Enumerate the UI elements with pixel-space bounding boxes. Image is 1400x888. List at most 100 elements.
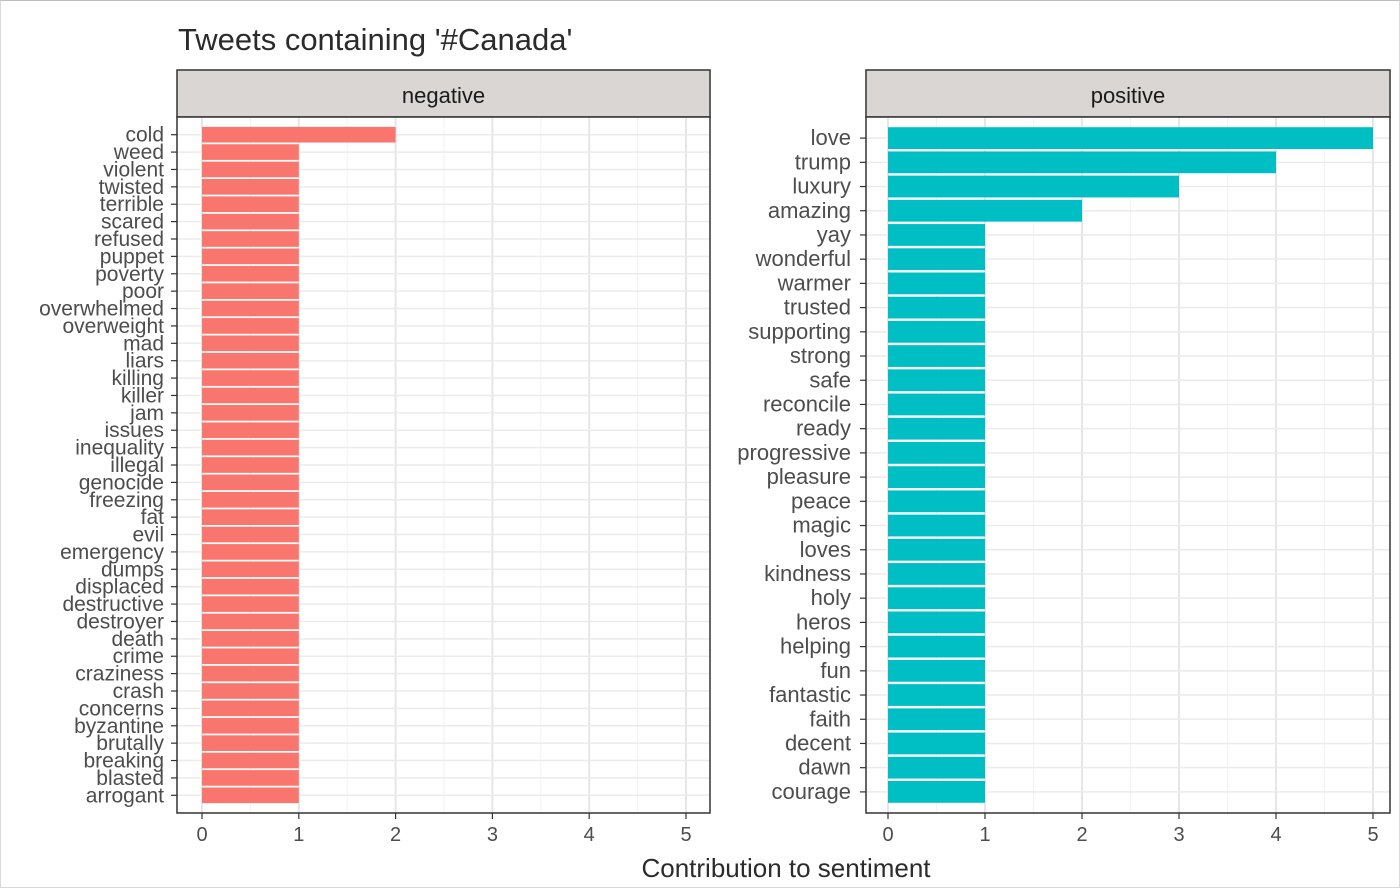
bar: [888, 708, 985, 731]
bar: [888, 199, 1082, 222]
bar: [202, 179, 299, 195]
category-label: heros: [796, 609, 851, 634]
bar: [888, 345, 985, 367]
bar: [888, 514, 985, 537]
bar: [202, 213, 299, 230]
bar: [202, 561, 299, 578]
category-label: puppet: [100, 245, 164, 268]
category-label: evil: [132, 524, 164, 547]
bar: [888, 659, 985, 682]
category-label: magic: [792, 513, 851, 538]
category-label: poverty: [95, 263, 164, 286]
category-label: yay: [817, 222, 851, 247]
x-tick-label: 4: [1270, 824, 1281, 846]
category-label: overweight: [62, 315, 164, 338]
category-label: terrible: [100, 193, 164, 216]
x-axis-label: Contribution to sentiment: [641, 853, 931, 883]
category-label: illegal: [110, 454, 164, 477]
x-tick-label: 2: [390, 824, 401, 846]
bar: [202, 474, 299, 491]
category-label: crime: [113, 645, 164, 668]
bar: [202, 683, 299, 699]
category-label: issues: [104, 419, 164, 442]
category-label: fun: [820, 658, 851, 683]
x-tick-label: 4: [584, 824, 595, 846]
category-label: liars: [125, 350, 164, 373]
facet-negative: negative coldweedviolenttwistedterriblesc…: [39, 69, 711, 846]
category-label: craziness: [75, 663, 164, 686]
category-label: killing: [111, 367, 164, 390]
category-label: emergency: [60, 541, 164, 564]
bar: [202, 700, 299, 717]
bar: [202, 335, 299, 352]
category-label: violent: [103, 158, 164, 181]
bar: [202, 526, 299, 543]
facet-positive: positive lovetrumpluxuryamazingyaywonderf…: [737, 69, 1391, 846]
category-label: pleasure: [767, 464, 851, 489]
bar: [888, 441, 985, 464]
bar: [202, 491, 299, 508]
category-label: wonderful: [755, 246, 851, 271]
category-label: twisted: [99, 176, 164, 199]
bar: [888, 611, 985, 634]
bar: [202, 665, 299, 682]
x-tick-label: 3: [487, 824, 498, 846]
category-label: kindness: [764, 561, 851, 586]
bar: [202, 717, 299, 734]
bar: [202, 457, 299, 473]
facet-panels: negative coldweedviolenttwistedterriblesc…: [39, 69, 1391, 846]
bar: [202, 161, 299, 178]
category-label: destructive: [62, 593, 164, 616]
bar: [202, 578, 299, 595]
bar: [888, 151, 1276, 174]
category-label: fantastic: [769, 682, 851, 707]
category-label: safe: [809, 367, 851, 392]
bar: [888, 224, 985, 246]
bar: [888, 466, 985, 489]
bar: [888, 538, 985, 561]
bar: [888, 272, 985, 295]
category-label: warmer: [777, 270, 851, 295]
bar: [202, 126, 396, 143]
category-label: holy: [811, 585, 851, 610]
bar: [202, 318, 299, 334]
category-label: crash: [113, 680, 164, 703]
bar: [888, 732, 985, 755]
bar: [202, 509, 299, 525]
x-tick-label: 5: [1367, 824, 1378, 846]
bar: [202, 613, 299, 630]
category-label: destroyer: [76, 610, 164, 633]
bar: [202, 631, 299, 647]
panel-border: [176, 116, 711, 814]
bar: [202, 544, 299, 560]
bar: [888, 587, 985, 610]
bar: [202, 283, 299, 299]
x-tick-label: 2: [1076, 824, 1087, 846]
category-label: ready: [796, 416, 851, 441]
category-label: blasted: [96, 767, 164, 790]
bar: [202, 231, 299, 247]
category-label: trump: [795, 149, 851, 174]
x-tick-label: 0: [882, 824, 893, 846]
panel-border: [865, 116, 1391, 814]
category-label: trusted: [784, 295, 851, 320]
category-label: loves: [800, 537, 851, 562]
category-label: dumps: [101, 558, 164, 581]
category-label: byzantine: [74, 715, 164, 738]
bar: [202, 735, 299, 751]
x-tick-label: 3: [1173, 824, 1184, 846]
bar: [202, 300, 299, 317]
category-label: decent: [785, 730, 851, 755]
bar: [202, 770, 299, 786]
category-label: mad: [123, 332, 164, 355]
bar: [888, 127, 1373, 150]
category-label: scared: [101, 211, 164, 234]
category-label: killer: [121, 384, 164, 407]
bar: [202, 405, 299, 421]
category-label: breaking: [83, 750, 164, 773]
bar: [202, 265, 299, 282]
category-label: poor: [122, 280, 164, 303]
bar: [888, 369, 985, 392]
x-tick-label: 1: [293, 824, 304, 846]
